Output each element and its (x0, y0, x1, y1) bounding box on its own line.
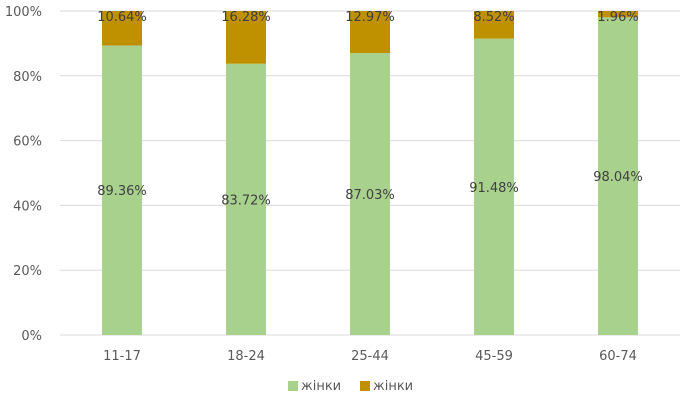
data-label: 12.97% (345, 10, 395, 25)
data-label: 91.48% (469, 181, 519, 196)
y-axis-tick-labels: 0% 20% 40% 60% 80% 100% (5, 5, 42, 344)
legend-swatch (360, 381, 370, 391)
bar-segment-series-1 (474, 38, 514, 336)
bar-segment-series-2 (598, 11, 638, 18)
bar-segment-series-2 (350, 11, 390, 54)
data-label: 87.03% (345, 188, 395, 203)
y-tick-label: 100% (5, 5, 42, 20)
y-tick-label: 40% (13, 199, 42, 214)
bar-segment-series-2 (102, 11, 142, 46)
bar-segment-series-2 (474, 11, 514, 39)
data-label: 10.64% (97, 10, 147, 25)
bar-segment-series-1 (102, 45, 142, 335)
bar-segment-series-1 (598, 17, 638, 335)
legend-label: жінки (301, 379, 341, 394)
legend: жінки жінки (288, 379, 413, 394)
x-tick-label: 18-24 (227, 349, 265, 364)
y-tick-label: 20% (13, 264, 42, 279)
data-label: 8.52% (473, 10, 514, 25)
data-label: 89.36% (97, 184, 147, 199)
y-tick-label: 80% (13, 70, 42, 85)
y-tick-label: 0% (21, 329, 42, 344)
bars (102, 11, 638, 336)
data-labels: 89.36% 10.64% 83.72% 16.28% 87.03% 12.97% 91.4… (97, 10, 643, 208)
bar-segment-series-2 (226, 11, 266, 64)
x-axis-tick-labels: 11-17 18-24 25-44 45-59 60-74 (103, 349, 637, 364)
legend-swatch (288, 381, 298, 391)
x-tick-label: 25-44 (351, 349, 389, 364)
bar-segment-series-1 (350, 53, 390, 336)
x-tick-label: 11-17 (103, 349, 141, 364)
bar-segment-series-1 (226, 63, 266, 336)
data-label: 83.72% (221, 193, 271, 208)
legend-label: жінки (373, 379, 413, 394)
data-label: 1.96% (597, 10, 638, 25)
x-tick-label: 60-74 (599, 349, 637, 364)
data-label: 16.28% (221, 10, 271, 25)
x-tick-label: 45-59 (475, 349, 513, 364)
data-label: 98.04% (593, 170, 643, 185)
y-tick-label: 60% (13, 135, 42, 150)
